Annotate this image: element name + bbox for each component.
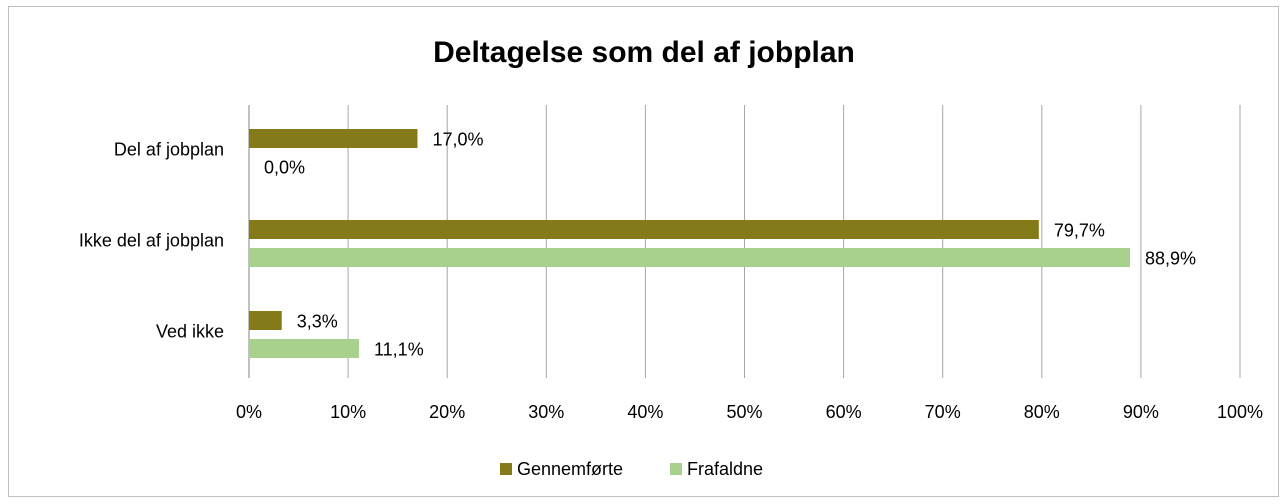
bar bbox=[249, 220, 1039, 239]
y-tick-label: Ved ikke bbox=[156, 321, 224, 341]
x-tick-label: 40% bbox=[627, 402, 663, 422]
data-label: 11,1% bbox=[374, 339, 424, 359]
x-tick-label: 30% bbox=[528, 402, 564, 422]
data-label: 3,3% bbox=[297, 311, 338, 331]
chart-title: Deltagelse som del af jobplan bbox=[433, 36, 855, 69]
data-label: 17,0% bbox=[432, 129, 483, 149]
x-tick-label: 60% bbox=[826, 402, 862, 422]
legend-swatch bbox=[670, 463, 682, 475]
data-label: 79,7% bbox=[1054, 220, 1105, 240]
legend-label: Gennemførte bbox=[517, 459, 623, 479]
x-tick-label: 10% bbox=[330, 402, 366, 422]
legend-swatch bbox=[500, 463, 512, 475]
bar bbox=[249, 248, 1130, 267]
y-tick-label: Del af jobplan bbox=[114, 139, 224, 159]
bar bbox=[249, 311, 282, 330]
data-label: 0,0% bbox=[264, 157, 305, 177]
x-tick-label: 90% bbox=[1123, 402, 1159, 422]
x-tick-label: 80% bbox=[1024, 402, 1060, 422]
x-tick-label: 0% bbox=[236, 402, 262, 422]
bar bbox=[249, 129, 418, 148]
bar bbox=[249, 339, 360, 358]
y-tick-label: Ikke del af jobplan bbox=[79, 230, 224, 250]
x-tick-label: 100% bbox=[1217, 402, 1263, 422]
legend-label: Frafaldne bbox=[687, 459, 763, 479]
x-tick-label: 70% bbox=[925, 402, 961, 422]
data-label: 88,9% bbox=[1145, 248, 1196, 268]
x-tick-label: 50% bbox=[726, 402, 762, 422]
x-tick-label: 20% bbox=[429, 402, 465, 422]
